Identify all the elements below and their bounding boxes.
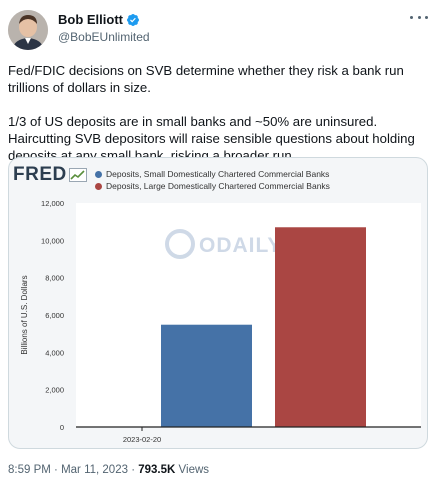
author-display-name[interactable]: Bob Elliott	[58, 12, 123, 27]
legend-label: Deposits, Small Domestically Chartered C…	[106, 169, 330, 179]
chart-legend: Deposits, Small Domestically Chartered C…	[95, 168, 330, 192]
views-label: Views	[178, 464, 210, 476]
legend-swatch	[95, 182, 102, 190]
svg-text:ODAILY: ODAILY	[199, 234, 282, 257]
legend-item: Deposits, Large Domestically Chartered C…	[95, 180, 330, 192]
avatar[interactable]	[8, 10, 48, 50]
fred-chart-logo-icon	[68, 168, 87, 182]
tweet-paragraph: Fed/FDIC decisions on SVB determine whet…	[8, 63, 404, 95]
y-tick-label: 4,000	[45, 348, 64, 357]
bar-small-banks	[161, 324, 252, 427]
avatar-photo	[8, 10, 48, 50]
y-tick-label: 6,000	[45, 311, 64, 320]
legend-swatch	[95, 170, 102, 178]
tweet-footer: 8:59 PM · Mar 11, 2023 · 793.5K Views	[8, 464, 209, 476]
more-options-icon[interactable]	[410, 10, 428, 24]
fred-logo: FRED	[13, 164, 87, 186]
legend-label: Deposits, Large Domestically Chartered C…	[106, 181, 330, 191]
y-tick-label: 0	[60, 423, 64, 432]
author-handle[interactable]: @BobEUnlimited	[58, 30, 150, 44]
x-tick-label: 2023-02-20	[123, 435, 161, 444]
y-tick-label: 2,000	[45, 386, 64, 395]
y-tick-label: 10,000	[41, 236, 64, 245]
y-axis-label: Billions of U.S. Dollars	[20, 275, 29, 354]
tweet-header: Bob Elliott @BobEUnlimited	[0, 0, 432, 52]
tweet-media-chart[interactable]: FRED Deposits, Small Domestically Charte…	[8, 157, 428, 449]
y-tick-label: 8,000	[45, 274, 64, 283]
fred-logo-text: FRED	[13, 164, 67, 185]
tweet-date[interactable]: Mar 11, 2023	[61, 464, 128, 476]
tweet-text: Fed/FDIC decisions on SVB determine whet…	[8, 62, 426, 164]
verified-badge-icon	[127, 13, 139, 26]
y-tick-label: 12,000	[41, 199, 64, 208]
legend-item: Deposits, Small Domestically Chartered C…	[95, 168, 330, 180]
chart-plot: ODAILY 0 2,000 4,000 6,000 8,000 10,000 12,000 B…	[20, 199, 421, 444]
bar-large-banks	[275, 227, 366, 427]
separator: ·	[54, 464, 58, 476]
views-count: 793.5K	[138, 464, 176, 476]
tweet-time[interactable]: 8:59 PM	[8, 464, 51, 476]
watermark: ODAILY	[165, 229, 282, 259]
separator: ·	[131, 464, 136, 476]
